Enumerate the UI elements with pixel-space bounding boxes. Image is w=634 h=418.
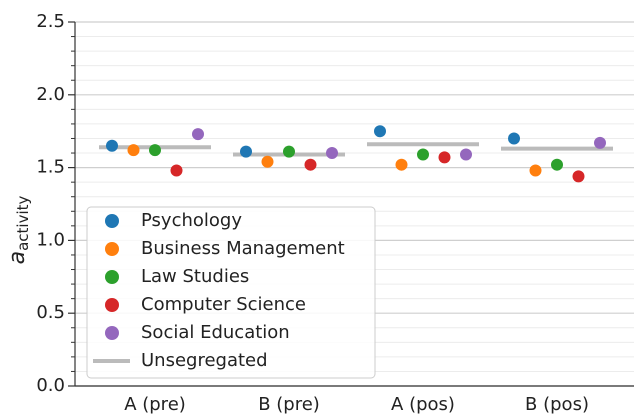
dot xyxy=(551,158,563,171)
x-tick-label: B (pos) xyxy=(525,394,589,414)
dot xyxy=(304,158,317,171)
legend-label: Psychology xyxy=(141,210,242,231)
dot xyxy=(594,136,606,149)
x-tick-label: A (pre) xyxy=(124,394,186,414)
y-axis-label: aactivity xyxy=(5,195,32,264)
dot xyxy=(106,139,118,152)
dot xyxy=(374,125,386,138)
legend-marker xyxy=(105,270,119,284)
dot xyxy=(127,144,140,157)
legend-marker xyxy=(105,298,119,312)
y-tick-label: 0.5 xyxy=(36,302,65,323)
dot xyxy=(170,164,183,177)
legend-marker xyxy=(105,242,119,256)
y-tick-label: 2.5 xyxy=(36,11,65,32)
y-tick-label: 1.5 xyxy=(36,157,65,178)
dot xyxy=(326,147,338,160)
legend-label: Unsegregated xyxy=(141,350,268,371)
x-tick-label: A (pos) xyxy=(391,394,455,414)
legend-label: Business Management xyxy=(141,238,345,259)
dot xyxy=(261,155,274,168)
dot xyxy=(417,148,429,161)
y-tick-label: 1.0 xyxy=(36,229,65,250)
legend-label: Computer Science xyxy=(141,294,306,315)
dot xyxy=(240,145,252,158)
dot xyxy=(572,170,585,183)
dot xyxy=(529,164,542,177)
dot xyxy=(149,144,161,157)
legend: Psychology Business Management Law Studies… xyxy=(86,206,376,379)
dot xyxy=(508,132,520,145)
legend-marker xyxy=(105,326,119,340)
legend-label: Law Studies xyxy=(141,266,249,287)
dot xyxy=(460,148,472,161)
y-label-subscript: activity xyxy=(14,195,32,250)
y-tick-label: 0.0 xyxy=(36,375,65,396)
dot xyxy=(395,158,408,171)
legend-marker xyxy=(105,214,119,228)
dot xyxy=(283,145,295,158)
x-tick-label: B (pre) xyxy=(258,394,320,414)
dot xyxy=(192,128,204,141)
dot xyxy=(438,151,451,164)
y-label-main: a xyxy=(5,251,30,264)
legend-box xyxy=(86,206,376,379)
legend-label: Social Education xyxy=(141,322,290,343)
y-tick-label: 2.0 xyxy=(36,84,65,105)
